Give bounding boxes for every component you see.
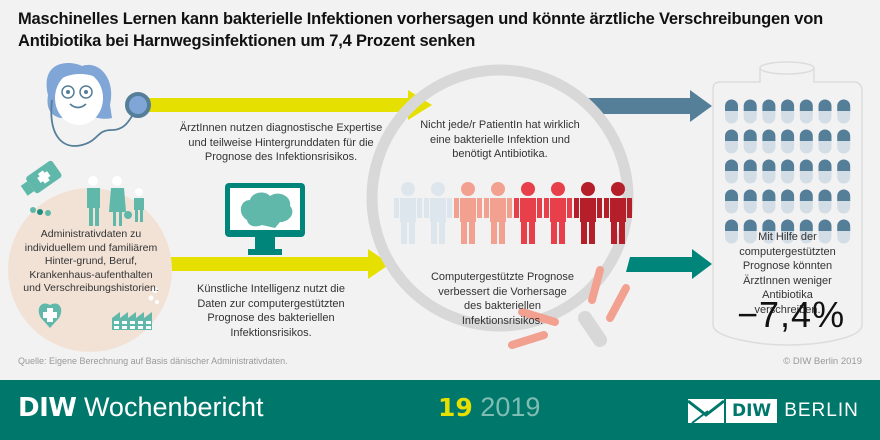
logo-diw: DIW — [726, 399, 778, 423]
diagram-graphics — [8, 61, 863, 352]
result-text: Mit Hilfe der computergestützten Prognos… — [739, 231, 836, 316]
footer-bar: DIW Wochenbericht 19 2019 DIW BERLIN — [0, 380, 880, 440]
issue-number: 19 — [438, 393, 473, 422]
brand-bold: DIW — [18, 393, 77, 423]
brain-monitor-icon — [225, 183, 305, 255]
arrow-patients-to-bottle-teal-icon — [626, 249, 712, 279]
arrow-patients-to-bottle-blue-icon — [575, 90, 712, 122]
result-value: −7,4% — [737, 294, 846, 335]
admin-data-step-text: Administrativdaten zu individuellem und … — [23, 228, 159, 294]
patient-figures-icon — [394, 182, 632, 244]
factory-icon — [112, 312, 152, 330]
copyright: © DIW Berlin 2019 — [783, 356, 862, 367]
arrow-ai-to-patients-icon — [160, 249, 390, 279]
ai-step-text: Künstliche Intelligenz nutzt die Daten z… — [197, 283, 345, 339]
page-title: Maschinelles Lernen kann bakterielle Inf… — [18, 10, 824, 50]
bacteria-icon — [508, 266, 630, 349]
arrow-doctor-to-patients-icon — [148, 90, 432, 120]
brand-rest: Wochenbericht — [76, 392, 264, 422]
diw-logo-mark-icon — [688, 399, 724, 423]
issue-label: 19 2019 — [438, 392, 540, 423]
doctor-step-text: ÄrztInnen nutzen diagnostische Expertise… — [179, 122, 383, 163]
pill-bottle-icon — [712, 61, 863, 346]
pill-rows-icon — [725, 99, 851, 244]
patients-top-text: Nicht jede/r PatientIn hat wirklich eine… — [420, 119, 580, 160]
issue-year: 2019 — [472, 392, 541, 422]
logo-berlin: BERLIN — [784, 400, 859, 421]
patients-bottom-text: Computergestützte Prognose verbessert di… — [430, 271, 575, 327]
diw-logo: DIW BERLIN — [688, 399, 859, 423]
admin-data-circle-icon — [8, 160, 172, 352]
doctor-icon — [46, 63, 151, 147]
source-note: Quelle: Eigene Berechnung auf Basis däni… — [18, 356, 288, 366]
publication-title: DIW Wochenbericht — [18, 392, 264, 423]
